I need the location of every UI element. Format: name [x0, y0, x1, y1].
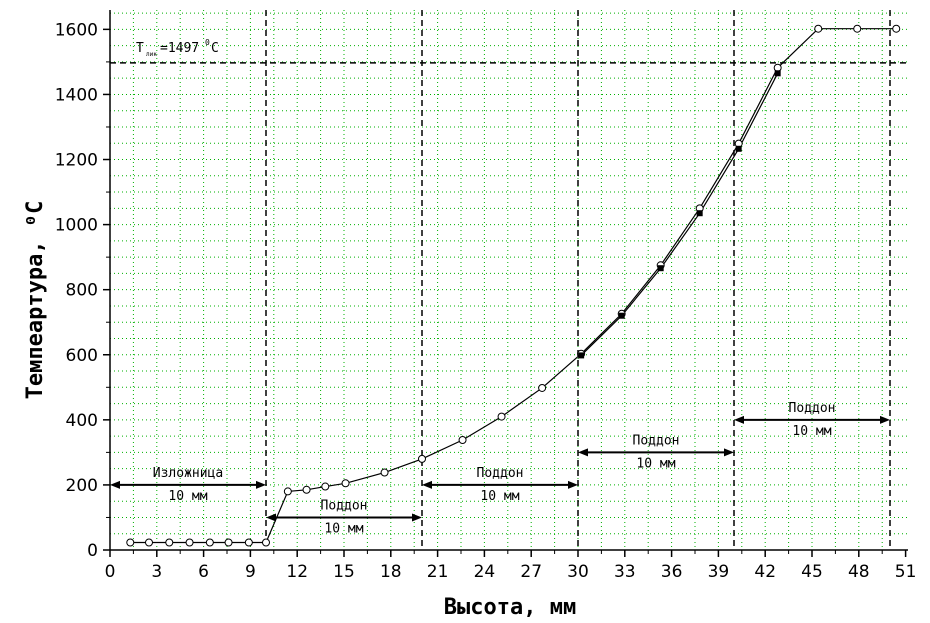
dimension-arrowhead-right	[568, 480, 578, 489]
x-tick-label: 33	[614, 562, 636, 582]
data-point-circle	[262, 538, 270, 547]
zone-label: Поддон	[477, 466, 524, 481]
liquidus-label-value: =1497	[160, 41, 199, 56]
y-axis-title: Темпеартура, ⁰С	[23, 201, 48, 400]
x-tick-label: 9	[245, 562, 256, 582]
data-point-circle	[853, 24, 862, 33]
x-tick-label: 12	[286, 562, 308, 582]
dimension-arrowhead-left	[266, 513, 276, 522]
zone-label: Изложница	[153, 466, 223, 481]
data-point-square	[618, 312, 625, 319]
zone-size-label: 10 мм	[168, 489, 207, 504]
x-tick-label: 51	[895, 562, 917, 582]
data-point-circle	[126, 538, 135, 547]
dimension-arrowhead-right	[880, 415, 890, 424]
x-tick-label: 30	[567, 562, 589, 582]
x-tick-label: 24	[474, 562, 496, 582]
zone-size-label: 10 мм	[792, 424, 831, 439]
data-point-circle	[418, 454, 426, 463]
liquidus-label-t: Т	[136, 41, 144, 56]
y-tick-label: 0	[87, 541, 98, 561]
zone-label: Поддон	[321, 498, 368, 513]
y-tick-label: 1600	[55, 20, 98, 40]
y-tick-label: 1400	[55, 85, 98, 105]
series-markers	[126, 24, 901, 547]
data-point-square	[735, 145, 742, 152]
x-tick-label: 21	[427, 562, 449, 582]
data-point-circle	[380, 468, 389, 477]
x-tick-label: 18	[380, 562, 402, 582]
annotations: Изложница 10 мм Поддон 10 мм Поддон 10 мм Подд…	[110, 401, 890, 536]
data-point-circle	[814, 24, 823, 33]
y-tick-label: 400	[66, 411, 98, 431]
y-tick-label: 1000	[55, 216, 98, 236]
data-point-circle	[302, 485, 311, 494]
x-tick-label: 6	[198, 562, 209, 582]
dimension-arrowhead-right	[256, 480, 266, 489]
liquidus-label: Т лик =1497 0 С	[136, 38, 219, 58]
x-tick-label: 45	[801, 562, 823, 582]
liquidus-label-sub: лик	[146, 51, 157, 58]
data-point-circle	[165, 538, 174, 547]
data-point-square	[774, 70, 781, 77]
dimension-arrowhead-right	[412, 513, 422, 522]
x-tick-label: 3	[151, 562, 162, 582]
data-point-circle	[145, 538, 153, 547]
dimension-arrowhead-left	[734, 415, 744, 424]
dimension-arrowhead-right	[724, 448, 734, 457]
data-point-square	[578, 352, 585, 359]
x-tick-label: 42	[754, 562, 776, 582]
data-point-circle	[538, 383, 547, 392]
x-tick-label: 48	[848, 562, 870, 582]
data-point-circle	[224, 538, 233, 547]
data-point-circle	[321, 482, 330, 491]
axes: 0 3 6 9 12 15 18 21 24 27 30 33 36 39 42 45 48 5102004006…	[55, 10, 917, 582]
y-tick-label: 200	[66, 476, 98, 496]
data-point-circle	[458, 436, 467, 445]
x-tick-label: 0	[105, 562, 116, 582]
data-point-circle	[205, 538, 214, 547]
zone-label: Поддон	[789, 401, 836, 416]
x-axis-title: Высота, мм	[444, 595, 576, 620]
liquidus-label-unit: С	[211, 41, 219, 56]
zone-size-label: 10 мм	[636, 456, 675, 471]
data-point-circle	[773, 63, 782, 72]
liquidus-label-sup: 0	[205, 38, 210, 47]
x-tick-label: 27	[520, 562, 542, 582]
dimension-arrowhead-left	[110, 480, 120, 489]
dimension-arrowhead-left	[422, 480, 432, 489]
y-tick-label: 600	[66, 346, 98, 366]
dimension-arrowhead-left	[578, 448, 588, 457]
zone-size-label: 10 мм	[480, 489, 519, 504]
data-point-square	[696, 210, 703, 217]
y-tick-label: 1200	[55, 151, 98, 171]
zone-label: Поддон	[633, 433, 680, 448]
zone-size-label: 10 мм	[324, 521, 363, 536]
y-tick-label: 800	[66, 281, 98, 301]
x-tick-label: 36	[661, 562, 683, 582]
series-2-line	[580, 73, 779, 356]
data-point-circle	[341, 479, 350, 488]
x-tick-label: 15	[333, 562, 355, 582]
data-point-circle	[497, 412, 506, 421]
x-tick-label: 39	[708, 562, 730, 582]
data-point-circle	[244, 538, 253, 547]
data-point-circle	[185, 538, 194, 547]
data-point-square	[657, 265, 664, 272]
data-point-circle	[283, 487, 292, 496]
data-point-circle	[892, 24, 901, 33]
